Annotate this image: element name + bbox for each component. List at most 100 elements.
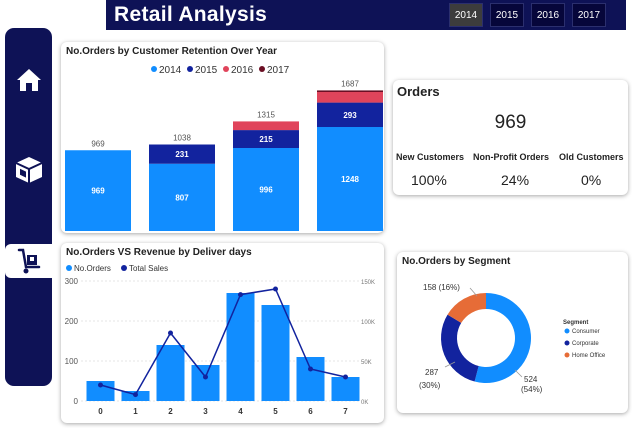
order-bar-2 [156,345,185,401]
legend-marker-orders [66,265,72,271]
x-tick-4: 4 [238,407,243,416]
order-bar-4 [226,293,255,401]
y-tick-300: 300 [65,277,79,286]
bar-2015-2014 [149,163,215,231]
orders-card-title: Orders [397,84,440,99]
slice-consumer [474,293,531,383]
order-bar-3 [191,365,220,401]
y-tick-200: 200 [65,317,79,326]
x-tick-3: 3 [203,407,208,416]
bar-2017-2016 [317,92,383,103]
bar-label-2017-2015: 293 [343,111,357,120]
legend-label-corporate: Corporate [572,341,599,347]
bar-2016-2014 [233,148,299,231]
sales-point-1 [133,392,138,398]
nav-products-button[interactable] [5,153,52,187]
bar-2017-2017 [317,90,383,92]
orders-kpi-card: Orders 969 New Customers Non-Profit Orde… [393,80,628,195]
sales-point-7 [343,374,348,380]
leader-home-office [469,287,478,297]
app-title: Retail Analysis [114,3,268,26]
sales-point-6 [308,366,313,372]
year-button-2015[interactable]: 2015 [490,3,524,27]
retention-chart: 2014 2015 2016 2017 969 969 807 231 1038 996 215 13… [65,65,383,231]
y2-tick-150K: 150K [361,280,375,286]
bar-2015-2015 [149,144,215,164]
legend-label-2014: 2014 [159,65,182,76]
bar-2017-2015 [317,102,383,127]
order-bar-5 [261,305,290,401]
deliver-chart: No.Orders Total Sales 0 100 200 300 0K 50K 100K 1… [65,264,375,416]
bar-2017-2014 [317,127,383,231]
sidebar [5,28,52,386]
y-tick-0: 0 [74,397,79,406]
segment-chart-card: No.Orders by Segment 524 (54%) 287 (30%) 158… [397,252,628,413]
bar-2016-2016 [233,121,299,131]
x-tick-6: 6 [308,407,313,416]
legend-marker-2017 [259,66,265,72]
legend-marker-sales [121,265,127,271]
x-tick-2: 2 [168,407,173,416]
legend-marker-2016 [223,66,229,72]
bar-label-2016-2015: 215 [259,135,273,144]
y2-tick-0K: 0K [361,400,368,406]
leader-corporate [444,361,456,368]
slice-label-consumer: 524 [524,375,538,384]
legend-label-2015: 2015 [195,65,218,76]
bar-label-2014-2014: 969 [91,187,105,196]
legend-label-2017: 2017 [267,65,290,76]
orders-total-value: 969 [494,112,527,133]
x-tick-5: 5 [273,407,278,416]
legend-marker-consumer [564,328,570,334]
bar-label-2015-2014: 807 [175,193,189,202]
total-label-2016: 1315 [257,110,275,119]
slice-corporate [441,314,479,382]
x-tick-1: 1 [133,407,138,416]
bar-2014-2014 [65,150,131,231]
old-customers-value: 0% [581,172,602,188]
year-button-2017[interactable]: 2017 [572,3,606,27]
order-bar-7 [331,377,360,401]
non-profit-orders-label: Non-Profit Orders [473,152,550,162]
y-tick-100: 100 [65,357,79,366]
slice-label-corporate: 287 [425,368,439,377]
header-bar: Retail Analysis 2014 2015 2016 2017 [106,0,626,30]
retention-chart-title: No.Orders by Customer Retention Over Yea… [66,46,277,57]
hand-truck-icon [17,248,40,274]
order-bar-0 [86,381,115,401]
total-label-2014: 969 [91,139,105,148]
leader-consumer [514,369,523,378]
sales-point-3 [203,374,208,380]
non-profit-orders-value: 24% [501,172,530,188]
segment-legend-title: Segment [563,320,588,326]
legend-label-orders: No.Orders [74,264,111,273]
x-tick-7: 7 [343,407,348,416]
legend-marker-corporate [564,340,570,346]
nav-home-button[interactable] [5,63,52,97]
sales-point-4 [238,292,243,298]
deliver-chart-title: No.Orders VS Revenue by Deliver days [66,247,252,258]
slice-label-home-office: 158 (16%) [423,283,460,292]
sales-point-2 [168,330,173,336]
order-bar-6 [296,357,325,401]
sales-point-0 [98,382,103,388]
old-customers-label: Old Customers [559,152,624,162]
year-button-2014[interactable]: 2014 [449,3,483,27]
y2-tick-50K: 50K [361,360,372,366]
slice-pct-corporate: (30%) [419,381,441,390]
x-tick-0: 0 [98,407,103,416]
legend-label-sales: Total Sales [129,264,168,273]
total-label-2015: 1038 [173,134,191,143]
slice-pct-consumer: (54%) [521,385,543,394]
retention-chart-card: No.Orders by Customer Retention Over Yea… [61,42,384,233]
legend-label-2016: 2016 [231,65,254,76]
y2-tick-100K: 100K [361,320,375,326]
legend-marker-2014 [151,66,157,72]
legend-marker-2015 [187,66,193,72]
nav-delivery-button[interactable] [5,244,52,278]
slice-home-office [447,293,486,323]
bar-2016-2015 [233,130,299,148]
segment-chart: 524(54%) 287 (30%) 158 (16%) Segment Consumer… [419,283,606,394]
segment-chart-title: No.Orders by Segment [402,256,511,267]
year-button-2016[interactable]: 2016 [531,3,565,27]
